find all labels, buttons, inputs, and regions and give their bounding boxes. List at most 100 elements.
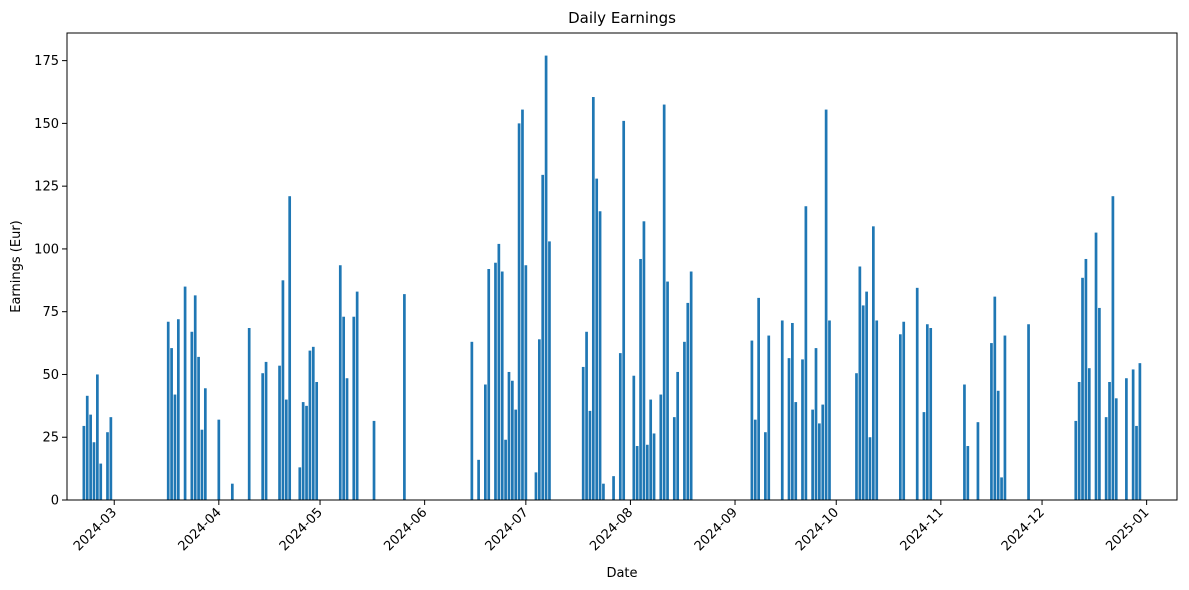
y-tick-label: 175 [34,54,59,69]
bar [787,358,791,500]
bar [193,295,197,500]
bar [821,404,825,500]
bar [96,374,99,500]
bar [1138,363,1142,500]
bar [338,265,342,500]
bar [757,297,760,500]
bar [1094,232,1098,500]
bar [342,316,346,500]
bar [372,420,376,500]
bar [1108,381,1111,500]
bar [996,390,1000,500]
bar [1027,324,1030,500]
bar [1087,368,1091,500]
bar [1104,417,1108,500]
bar [929,328,933,500]
bar [1074,420,1078,500]
bar [689,271,693,500]
y-tick-label: 150 [34,117,59,132]
bar [311,346,315,500]
bar [750,340,754,500]
bar [976,422,980,500]
bar [1114,398,1118,500]
y-axis-ticks: 0 25 50 75 100 125 150 175 [34,54,67,509]
bar [497,243,501,500]
bar [494,262,497,500]
bar [794,402,798,500]
bar [470,341,474,500]
bar [1135,425,1138,500]
bar [403,294,406,500]
bar [278,365,281,500]
bar [993,296,997,500]
bar [915,287,919,500]
x-axis-label: Date [606,566,637,581]
bar [649,399,653,500]
bar [284,399,288,500]
bar [824,109,828,500]
bar [1131,369,1135,500]
bar [632,375,636,500]
bar [642,221,646,500]
bar [639,258,642,500]
bar [548,241,551,500]
bar [801,359,804,500]
bar [1000,477,1003,500]
plot-frame [66,32,1178,501]
bar [791,322,794,500]
bar [230,483,234,500]
bar [305,405,308,500]
bar [1077,381,1081,500]
bar [541,174,545,501]
bar [588,410,592,500]
bars-group [82,55,1142,501]
bar [595,178,599,500]
bar [622,120,626,500]
bar [1084,258,1088,500]
bar [753,419,757,500]
bar [544,55,548,500]
bar [166,321,170,500]
bar [686,302,690,500]
bar [1003,335,1007,500]
bar [92,442,96,500]
bar [598,211,602,500]
bar [281,280,285,500]
bar [585,331,588,500]
bar [298,467,302,500]
bar [635,446,639,500]
y-tick-label: 100 [34,242,59,257]
bar [521,109,524,500]
bar [173,394,177,500]
bar [308,350,312,500]
bar [581,366,585,500]
bar [804,206,808,501]
bar [511,380,514,500]
bar [1098,307,1101,500]
bar [106,432,109,500]
bar [683,341,686,500]
bar [301,402,305,500]
bar [1081,277,1084,500]
bar [345,378,349,500]
bar [645,444,649,500]
bar [898,334,902,500]
bar [865,291,868,500]
bar [861,305,865,500]
bar [517,123,521,500]
bar [200,429,204,500]
bar [858,266,862,500]
bar [315,381,319,500]
bar [534,472,538,500]
bar [197,356,200,500]
bar [504,439,507,500]
bar [602,483,605,500]
bar [872,226,875,500]
bar [780,320,784,500]
bar [1111,196,1115,500]
bar [966,446,970,500]
bar [672,417,676,500]
bar [659,394,663,500]
bar [487,269,491,500]
